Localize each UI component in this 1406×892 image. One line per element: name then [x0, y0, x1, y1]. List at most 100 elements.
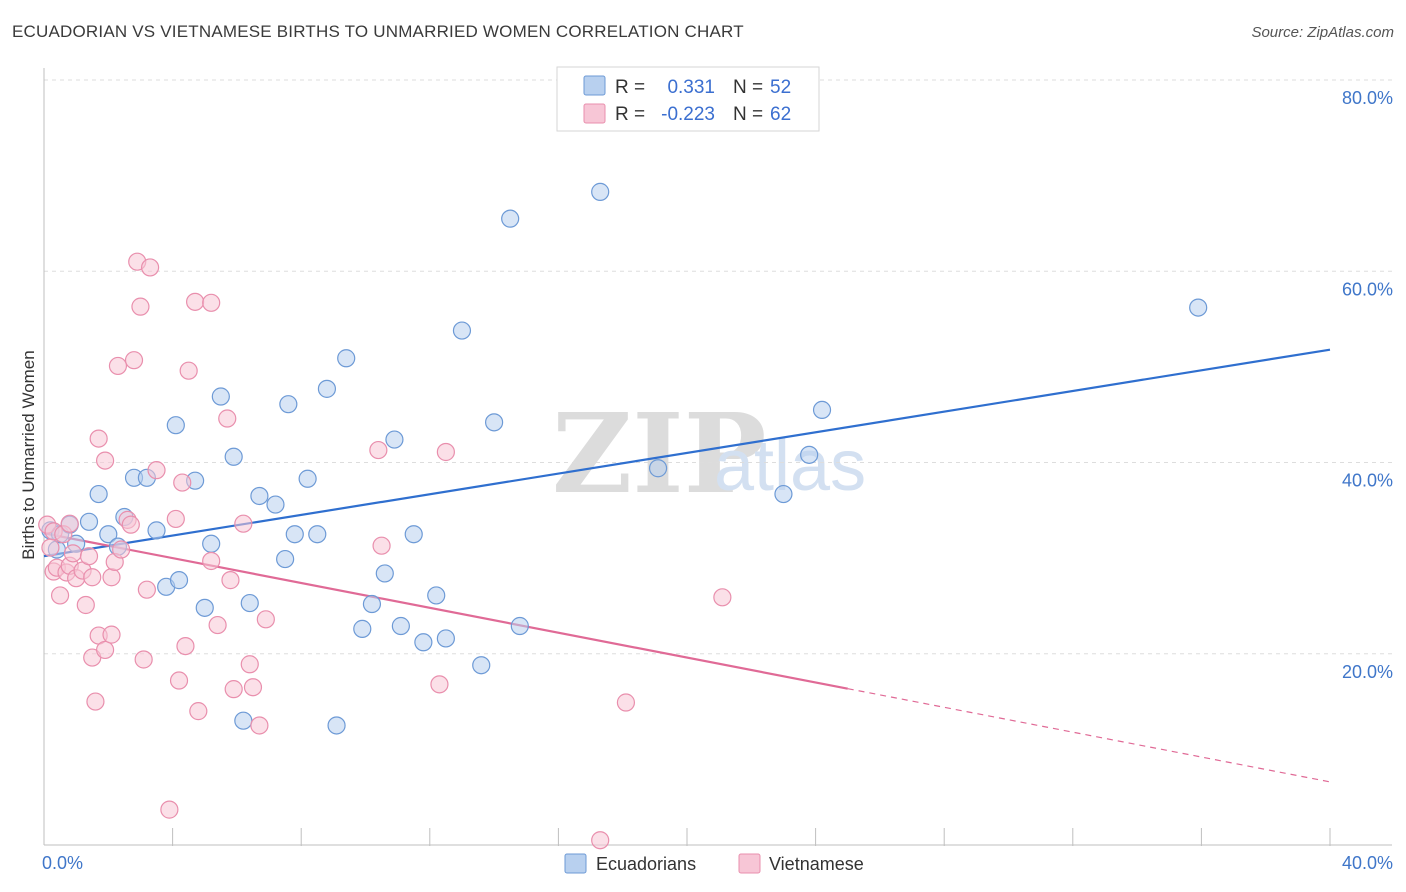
vietnamese-point-34	[140, 258, 160, 277]
source-credit: Source: ZipAtlas.com	[1251, 24, 1394, 41]
vietnamese-point-56	[372, 536, 391, 555]
ecuadorian-point-12	[147, 521, 166, 540]
vietnamese-point-42	[186, 292, 205, 311]
x-tick-label-min: 0.0%	[42, 853, 83, 873]
vietnamese-trend-line	[43, 532, 848, 690]
vietnamese-point-8	[60, 514, 79, 533]
ecuadorian-point-31	[327, 716, 346, 735]
vietnamese-point-26	[112, 540, 131, 559]
chart-title: ECUADORIAN VS VIETNAMESE BIRTHS TO UNMAR…	[12, 22, 744, 41]
ecuadorian-point-21	[234, 711, 253, 730]
ecuadorian-point-23	[250, 486, 269, 506]
data-points	[38, 182, 1208, 850]
ecuadorian-point-34	[362, 594, 382, 614]
ecuadorian-point-28	[298, 469, 317, 488]
axes	[43, 68, 1392, 846]
vietnamese-point-47	[218, 409, 237, 428]
ecuadorian-point-48	[648, 459, 668, 478]
legend-swatch-ecuadorians	[564, 853, 587, 874]
ecuadorian-point-33	[353, 619, 372, 638]
y-tick-label-80: 80.0%	[1342, 88, 1393, 108]
vietnamese-trend-line-extension	[847, 688, 1331, 783]
stats-n-label-2: N =	[733, 104, 763, 125]
vietnamese-point-45	[202, 551, 221, 571]
vietnamese-point-14	[79, 547, 99, 566]
vietnamese-point-60	[616, 693, 636, 712]
vietnamese-point-22	[102, 568, 121, 587]
vietnamese-point-15	[83, 568, 102, 587]
ecuadorian-point-50	[800, 445, 819, 464]
ecuadorian-point-35	[375, 564, 394, 583]
vietnamese-point-36	[160, 800, 179, 819]
ecuadorian-point-24	[266, 495, 285, 514]
series-legend: Ecuadorians Vietnamese	[564, 853, 864, 874]
y-tick-label-40: 40.0%	[1342, 471, 1393, 491]
vietnamese-point-25	[108, 356, 128, 376]
vietnamese-point-23	[102, 625, 121, 644]
y-tick-label-60: 60.0%	[1342, 279, 1393, 299]
vietnamese-point-39	[173, 473, 192, 492]
tick-labels: 20.0% 40.0% 60.0% 80.0% 0.0% 40.0%	[42, 88, 1393, 873]
vietnamese-point-20	[95, 640, 115, 660]
legend-label-vietnamese: Vietnamese	[769, 854, 864, 874]
vietnamese-point-31	[131, 297, 150, 316]
ecuadorian-point-46	[510, 616, 529, 636]
stats-n-value-1: 52	[770, 77, 791, 98]
vietnamese-point-13	[76, 595, 95, 615]
legend-label-ecuadorians: Ecuadorians	[596, 854, 696, 874]
vietnamese-point-58	[436, 442, 455, 462]
gridlines	[44, 79, 1392, 655]
legend-swatch-vietnamese	[738, 853, 761, 874]
vietnamese-point-52	[243, 678, 263, 697]
vietnamese-point-17	[86, 692, 105, 711]
ecuadorian-point-6	[89, 484, 108, 504]
ecuadorian-point-15	[169, 571, 189, 590]
ecuadorian-point-27	[285, 525, 304, 544]
ecuadorian-point-52	[1189, 298, 1208, 317]
ecuadorian-point-47	[591, 182, 610, 201]
stats-swatch-vietnamese	[583, 103, 606, 124]
ecuadorian-point-14	[166, 416, 185, 435]
trend-lines	[43, 348, 1331, 783]
vietnamese-point-44	[202, 293, 221, 312]
vietnamese-point-40	[176, 636, 195, 656]
x-tick-label-max: 40.0%	[1342, 853, 1393, 873]
stats-r-label-2: R =	[615, 104, 645, 125]
vietnamese-point-32	[134, 650, 153, 669]
stats-swatch-ecuadorians	[583, 75, 606, 96]
ecuadorian-point-37	[391, 616, 410, 636]
ecuadorian-point-26	[279, 395, 298, 414]
ecuadorian-point-22	[240, 593, 259, 613]
vietnamese-point-33	[137, 580, 156, 599]
vietnamese-point-38	[169, 671, 189, 690]
ecuadorian-point-29	[308, 525, 327, 544]
stats-legend: R = 0.331 N = 52 R = -0.223 N = 62	[556, 66, 820, 132]
vietnamese-point-51	[240, 655, 259, 674]
vietnamese-point-49	[224, 680, 243, 699]
vietnamese-point-5	[50, 586, 70, 605]
ecuadorian-point-40	[427, 586, 446, 605]
ecuadorian-point-19	[211, 387, 230, 406]
vietnamese-point-61	[713, 588, 732, 607]
ecuadorian-point-49	[774, 484, 793, 504]
vietnamese-point-46	[208, 615, 227, 635]
ecuadorian-point-39	[414, 633, 433, 652]
ecuadorian-point-7	[99, 525, 118, 544]
vietnamese-point-10	[63, 544, 83, 563]
ecuadorian-trend-line	[43, 348, 1331, 558]
watermark-zip: ZIP	[552, 389, 766, 518]
ecuadorian-point-41	[436, 629, 455, 648]
stats-r-value-2: -0.223	[661, 104, 715, 125]
vietnamese-point-55	[369, 440, 388, 460]
ecuadorian-point-17	[195, 598, 214, 617]
vietnamese-point-29	[124, 351, 144, 370]
y-tick-label-20: 20.0%	[1342, 662, 1393, 682]
vietnamese-point-19	[89, 429, 108, 448]
vietnamese-point-43	[189, 702, 208, 721]
vietnamese-point-21	[95, 451, 115, 470]
ecuadorian-point-45	[501, 209, 520, 228]
vietnamese-point-59	[591, 831, 610, 850]
ecuadorian-point-32	[337, 349, 356, 368]
ecuadorian-point-20	[224, 447, 243, 466]
